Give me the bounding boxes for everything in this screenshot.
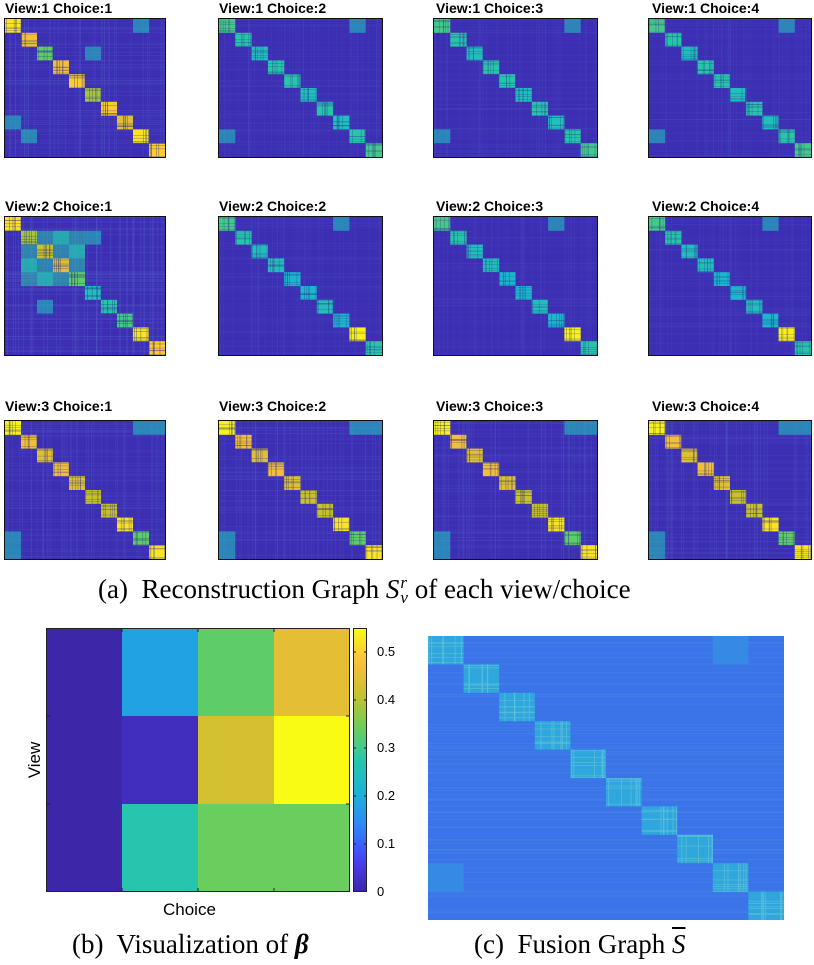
heatmap-cell-r1-c2 [122, 628, 199, 717]
matrix-canvas [649, 19, 811, 157]
matrix-canvas [434, 217, 597, 355]
panel-title-v2c2: View:2 Choice:2 [219, 198, 327, 214]
caption-b-symbol: β [294, 929, 309, 959]
panel-title-v1c3: View:1 Choice:3 [436, 0, 544, 16]
panel-title-v1c2: View:1 Choice:2 [219, 0, 327, 16]
matrix-v3c1 [4, 420, 166, 560]
matrix-canvas [219, 19, 382, 157]
heatmap-cell-r2-c3 [198, 716, 275, 805]
caption-c-symbol: S [671, 929, 686, 959]
panel-title-v3c4: View:3 Choice:4 [652, 398, 760, 414]
panel-title-v3c2: View:3 Choice:2 [219, 398, 327, 414]
heatmap-cell-r1-c3 [198, 628, 275, 717]
caption-a-prefix: (a) Reconstruction Graph [98, 574, 386, 604]
colorbar-tick-label: 0.1 [377, 836, 396, 851]
heatmap-cell-r3-c2 [122, 804, 199, 892]
caption-a-symbol: S [385, 574, 400, 604]
matrix-v3c2 [218, 420, 383, 560]
y-axis-label: View [25, 741, 44, 779]
heatmap-cell-r3-c1 [46, 804, 123, 892]
caption-a-sub: v [400, 587, 408, 607]
colorbar-tick-label: 0 [377, 884, 385, 899]
x-axis-label: Choice [163, 900, 216, 919]
caption-a-suffix: of each view/choice [407, 574, 631, 604]
colorbar-tick-label: 0.2 [377, 788, 396, 803]
matrix-v2c3 [433, 216, 598, 356]
colorbar [353, 628, 367, 892]
panel-title-v1c1: View:1 Choice:1 [5, 0, 113, 16]
matrix-canvas [434, 19, 597, 157]
matrix-v2c1 [4, 216, 166, 356]
matrix-canvas [219, 421, 382, 559]
matrix-canvas [5, 19, 165, 157]
panel-title-v1c4: View:1 Choice:4 [652, 0, 760, 16]
caption-b-prefix: (b) Visualization of [72, 929, 295, 959]
matrix-v3c4 [648, 420, 812, 560]
heatmap-cell-r2-c4 [274, 716, 350, 805]
colorbar-tick-label: 0.5 [377, 644, 396, 659]
matrix-canvas [5, 421, 165, 559]
matrix-canvas [5, 217, 165, 355]
matrix-v2c4 [648, 216, 812, 356]
heatmap-cell-r3-c3 [198, 804, 275, 892]
caption-c: (c) Fusion Graph S [474, 929, 685, 959]
panel-title-v3c3: View:3 Choice:3 [436, 398, 544, 414]
matrix-v1c4 [648, 18, 812, 158]
matrix-canvas [649, 217, 811, 355]
matrix-v1c3 [433, 18, 598, 158]
panel-title-v2c1: View:2 Choice:1 [5, 198, 113, 214]
fusion-graph-matrix [428, 636, 784, 920]
panel-title-v2c3: View:2 Choice:3 [436, 198, 544, 214]
caption-b: (b) Visualization of β [72, 929, 309, 959]
matrix-v3c3 [433, 420, 598, 560]
caption-a-sup: r [400, 572, 408, 592]
matrix-canvas [434, 421, 597, 559]
heatmap-cell-r2-c1 [46, 716, 123, 805]
matrix-v1c2 [218, 18, 383, 158]
matrix-canvas [649, 421, 811, 559]
matrix-v2c2 [218, 216, 383, 356]
matrix-canvas [428, 636, 784, 920]
colorbar-tick-label: 0.3 [377, 740, 396, 755]
heatmap-cell-r1-c4 [274, 628, 350, 717]
heatmap-cell-r1-c1 [46, 628, 123, 717]
matrix-v1c1 [4, 18, 166, 158]
beta-heatmap [46, 628, 350, 892]
colorbar-tick-label: 0.4 [377, 692, 396, 707]
heatmap-cell-r2-c2 [122, 716, 199, 805]
panel-title-v3c1: View:3 Choice:1 [5, 398, 113, 414]
caption-c-prefix: (c) Fusion Graph [474, 929, 672, 959]
heatmap-cell-r3-c4 [274, 804, 350, 892]
matrix-canvas [219, 217, 382, 355]
panel-title-v2c4: View:2 Choice:4 [652, 198, 760, 214]
